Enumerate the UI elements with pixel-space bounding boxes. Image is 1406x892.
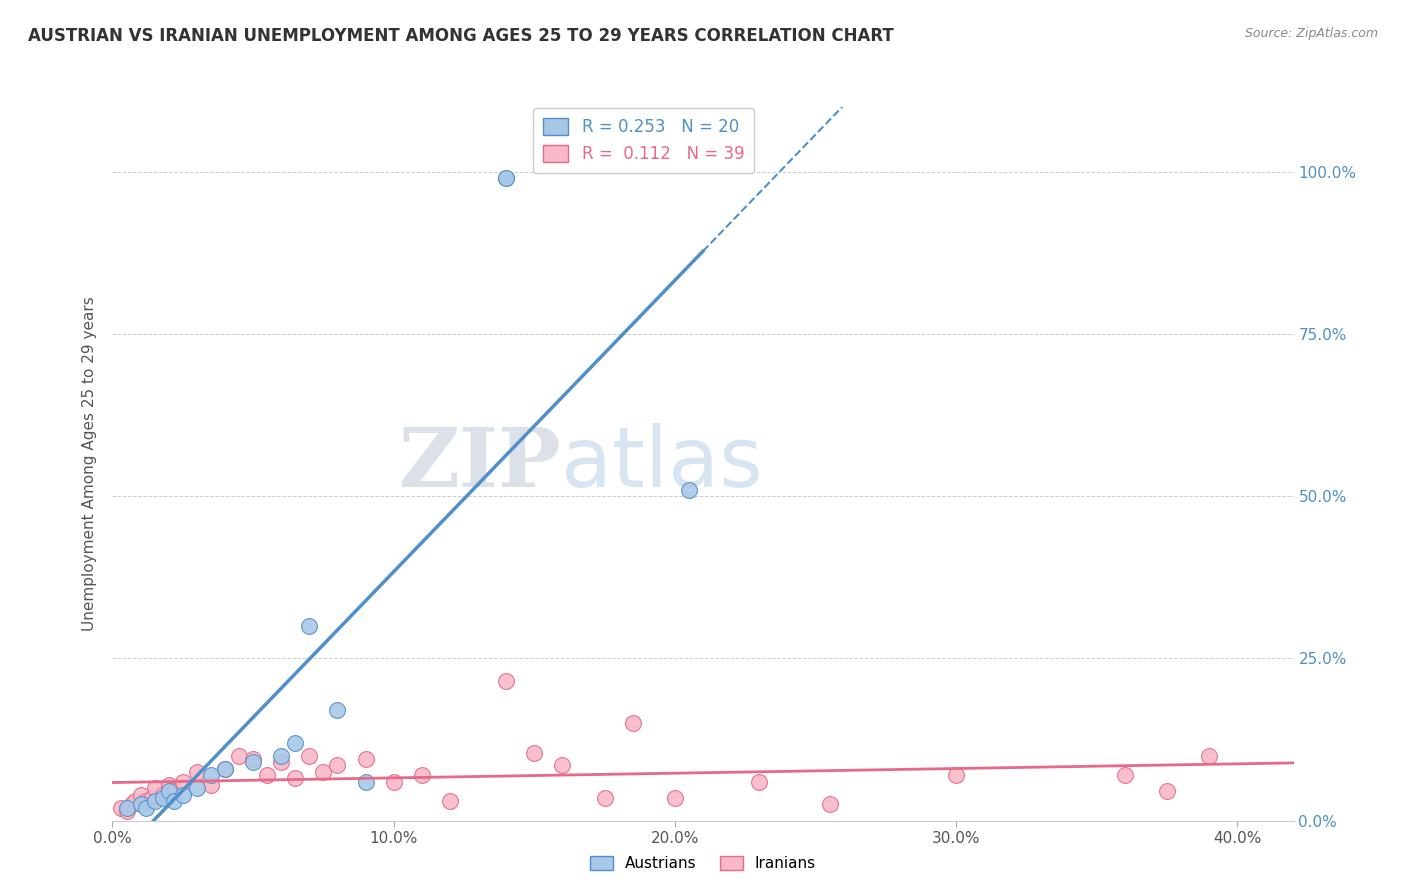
Point xyxy=(163,794,186,808)
Point xyxy=(152,788,174,802)
Point xyxy=(141,791,163,805)
Point xyxy=(256,768,278,782)
Point xyxy=(382,774,405,789)
Point xyxy=(172,788,194,802)
Point xyxy=(172,774,194,789)
Point xyxy=(593,791,616,805)
Point xyxy=(129,797,152,812)
Point xyxy=(135,800,157,814)
Point xyxy=(115,800,138,814)
Point xyxy=(157,778,180,792)
Point xyxy=(326,758,349,772)
Point xyxy=(818,797,841,812)
Point xyxy=(200,768,222,782)
Y-axis label: Unemployment Among Ages 25 to 29 years: Unemployment Among Ages 25 to 29 years xyxy=(82,296,97,632)
Point xyxy=(284,772,307,786)
Point xyxy=(242,756,264,770)
Text: AUSTRIAN VS IRANIAN UNEMPLOYMENT AMONG AGES 25 TO 29 YEARS CORRELATION CHART: AUSTRIAN VS IRANIAN UNEMPLOYMENT AMONG A… xyxy=(28,27,894,45)
Point xyxy=(678,483,700,497)
Legend: Austrians, Iranians: Austrians, Iranians xyxy=(583,850,823,877)
Point xyxy=(495,171,517,186)
Point xyxy=(135,794,157,808)
Point xyxy=(354,752,377,766)
Point xyxy=(152,791,174,805)
Point xyxy=(298,748,321,763)
Point xyxy=(495,171,517,186)
Point xyxy=(439,794,461,808)
Point xyxy=(186,781,208,796)
Point xyxy=(326,703,349,717)
Point xyxy=(186,764,208,779)
Point xyxy=(298,619,321,633)
Point xyxy=(621,716,644,731)
Point xyxy=(1114,768,1136,782)
Point xyxy=(228,748,250,763)
Point xyxy=(1198,748,1220,763)
Point xyxy=(523,746,546,760)
Text: atlas: atlas xyxy=(561,424,763,504)
Point xyxy=(143,781,166,796)
Point xyxy=(214,762,236,776)
Point xyxy=(495,674,517,689)
Point xyxy=(143,794,166,808)
Point xyxy=(121,797,143,812)
Text: ZIP: ZIP xyxy=(399,424,561,504)
Point xyxy=(270,748,292,763)
Point xyxy=(664,791,686,805)
Point xyxy=(411,768,433,782)
Point xyxy=(1156,784,1178,798)
Text: Source: ZipAtlas.com: Source: ZipAtlas.com xyxy=(1244,27,1378,40)
Point xyxy=(200,778,222,792)
Point xyxy=(214,762,236,776)
Point xyxy=(129,788,152,802)
Point xyxy=(110,800,132,814)
Point xyxy=(163,784,186,798)
Point xyxy=(354,774,377,789)
Point xyxy=(551,758,574,772)
Point xyxy=(115,804,138,818)
Point xyxy=(945,768,967,782)
Point xyxy=(284,736,307,750)
Point xyxy=(312,764,335,779)
Point xyxy=(242,752,264,766)
Point xyxy=(748,774,770,789)
Point xyxy=(124,794,146,808)
Point xyxy=(270,756,292,770)
Point xyxy=(157,784,180,798)
